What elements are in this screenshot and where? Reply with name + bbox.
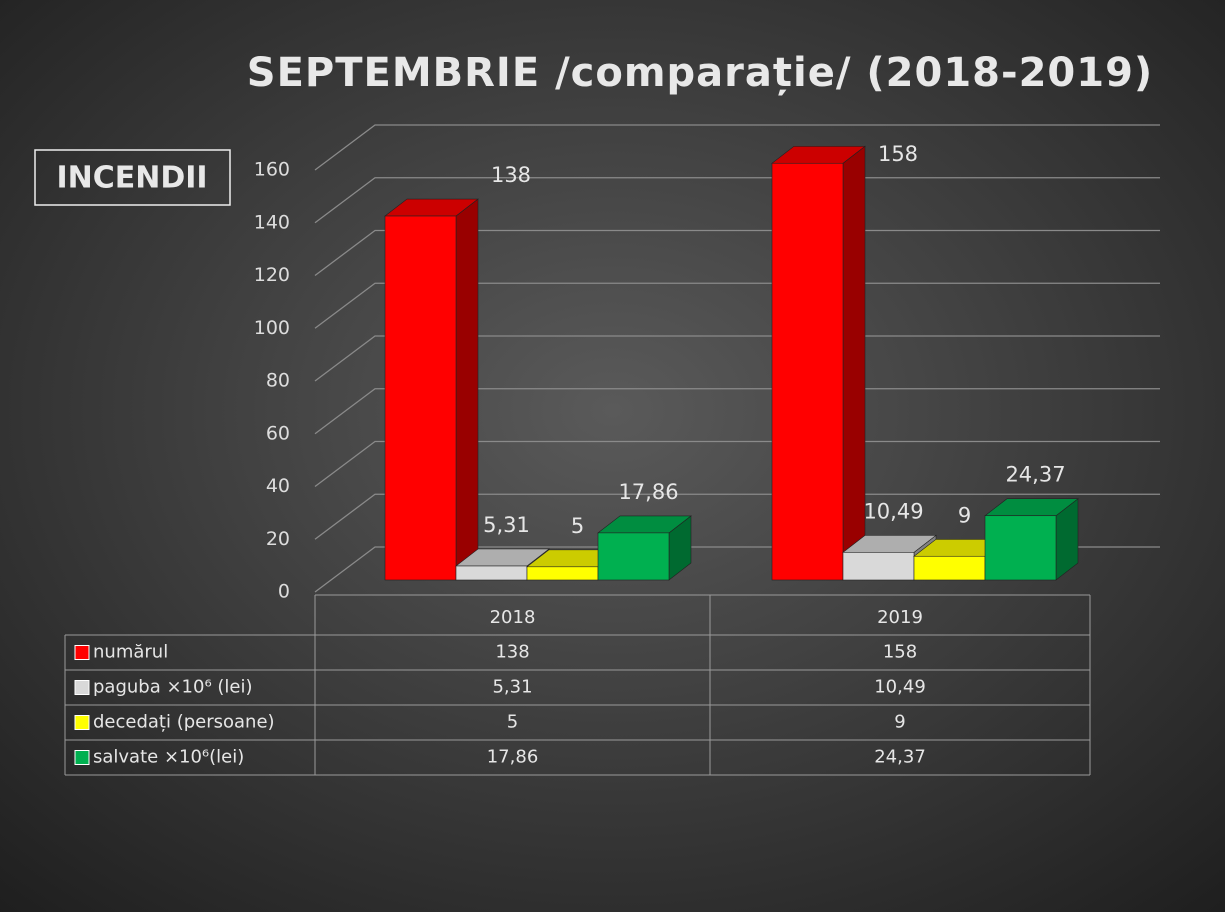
bar: [455, 565, 528, 581]
bar: [842, 552, 915, 581]
y-tick-label: 120: [254, 264, 290, 286]
bar: [597, 532, 670, 581]
bar-side: [842, 145, 866, 581]
data-label: 5: [571, 514, 584, 538]
y-tick-label: 80: [266, 370, 290, 392]
y-tick-label: 0: [278, 581, 290, 603]
annotation-box: [34, 149, 231, 206]
table-value: 9: [894, 712, 905, 733]
table-value: 17,86: [487, 747, 539, 768]
data-label: 158: [878, 142, 918, 166]
legend-label: decedați (persoane): [93, 712, 275, 733]
data-label: 24,37: [1005, 463, 1065, 487]
legend-label: paguba ×10⁶ (lei): [93, 677, 253, 698]
bar: [384, 215, 457, 581]
grid-line: [314, 493, 1160, 540]
table-value: 24,37: [874, 747, 926, 768]
bar: [984, 515, 1057, 581]
legend-swatch: [74, 715, 90, 730]
y-tick-label: 140: [254, 211, 290, 233]
table-value: 138: [495, 642, 529, 663]
legend-label: numărul: [93, 642, 168, 663]
x-tick-label: 2018: [490, 607, 536, 628]
y-tick-label: 100: [254, 317, 290, 339]
annotation: INCENDII: [56, 161, 207, 196]
table-value: 10,49: [874, 677, 926, 698]
data-label: 9: [958, 503, 971, 527]
bar: [526, 566, 599, 581]
bar-side: [455, 198, 479, 581]
legend-swatch: [74, 750, 90, 765]
legend-swatch: [74, 645, 90, 660]
data-label: 10,49: [863, 499, 923, 523]
grid-line: [314, 229, 1160, 277]
y-tick-label: 160: [254, 159, 290, 181]
grid-line: [314, 124, 1160, 171]
table-value: 5,31: [492, 677, 532, 698]
grid-line: [314, 388, 1160, 435]
grid-line: [314, 177, 1160, 224]
y-tick-label: 40: [266, 475, 290, 497]
x-tick-label: 2019: [877, 607, 923, 628]
data-label: 5,31: [483, 513, 530, 537]
table-value: 5: [507, 712, 518, 733]
y-tick-label: 60: [266, 422, 290, 444]
bar: [771, 162, 844, 581]
y-tick-label: 20: [266, 528, 290, 550]
grid-line: [314, 335, 1160, 382]
table-value: 158: [883, 642, 917, 663]
chart-title: SEPTEMBRIE /comparație/ (2018-2019): [247, 50, 1153, 96]
legend-swatch: [74, 680, 90, 695]
legend-label: salvate ×10⁶(lei): [93, 747, 244, 768]
data-label: 138: [491, 163, 531, 187]
data-label: 17,86: [618, 480, 678, 504]
bar: [913, 555, 986, 581]
grid-line: [314, 440, 1160, 488]
grid-line: [314, 282, 1160, 329]
